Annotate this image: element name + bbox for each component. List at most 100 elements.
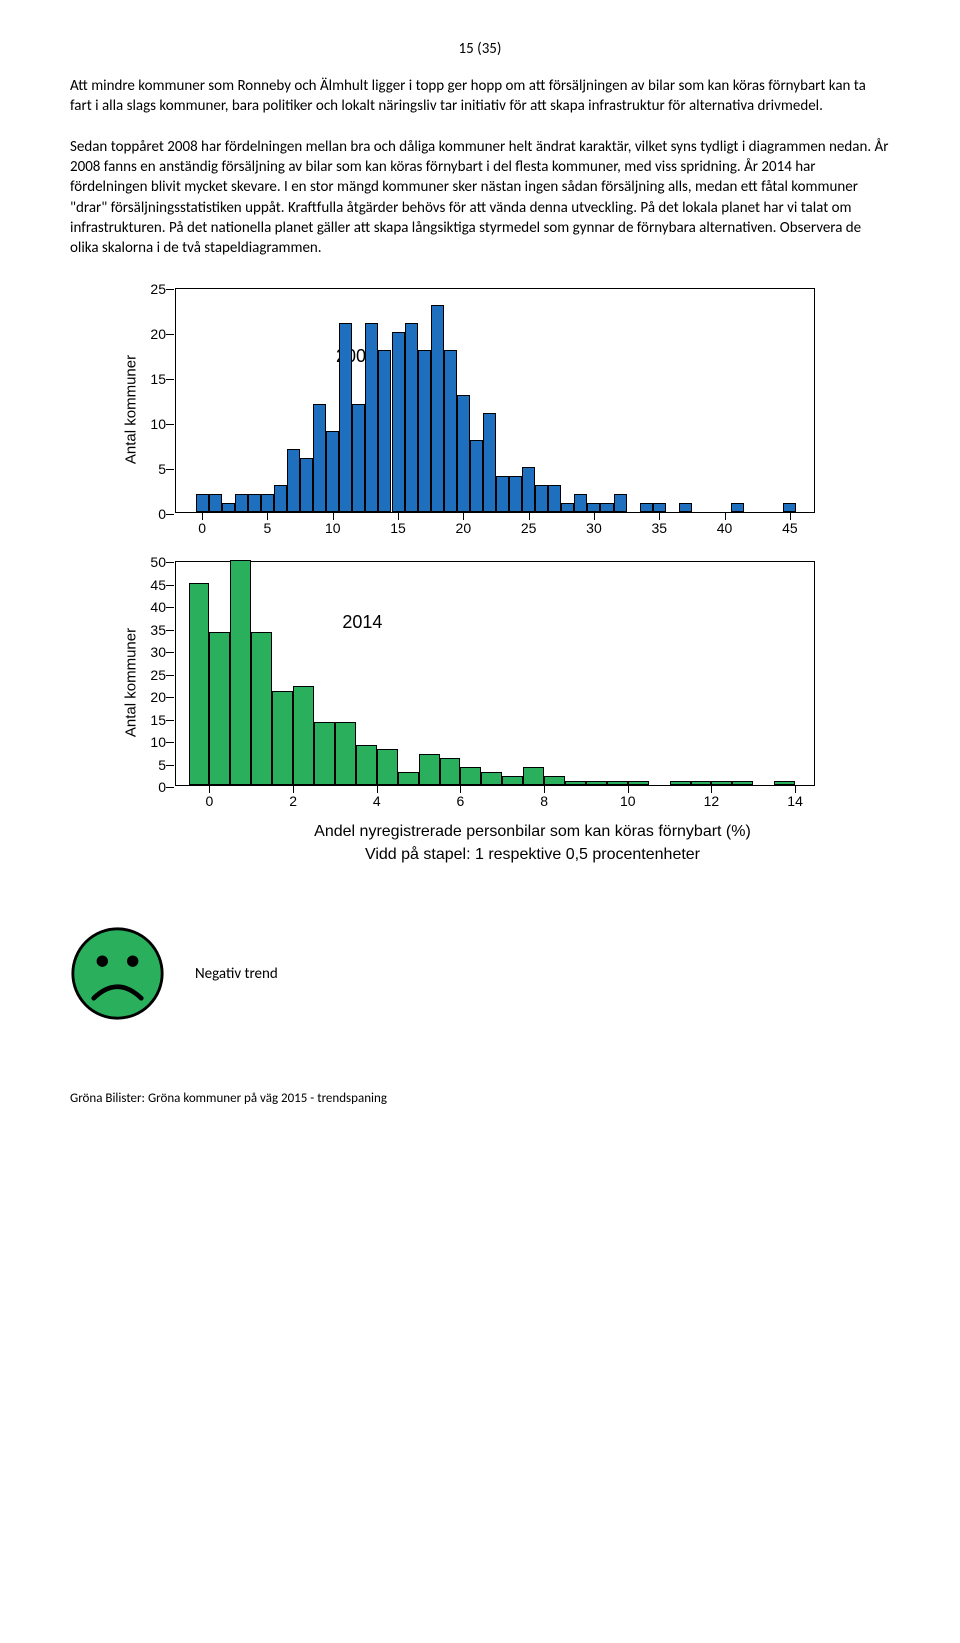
xtick-label: 10: [620, 793, 636, 809]
chart-bar: [313, 404, 326, 512]
chart-bar: [691, 781, 712, 786]
chart-bar: [711, 781, 732, 786]
chart-bar: [398, 772, 419, 786]
chart-bar: [356, 745, 377, 786]
chart-bar: [561, 503, 574, 512]
xtick-label: 0: [206, 793, 214, 809]
ytick-label: 10: [150, 416, 166, 432]
xtick-label: 6: [457, 793, 465, 809]
xtick-label: 25: [521, 520, 537, 536]
chart-bar: [235, 494, 248, 512]
ytick-label: 15: [150, 371, 166, 387]
ytick-label: 20: [150, 326, 166, 342]
xtick-label: 30: [586, 520, 602, 536]
chart-bar: [378, 350, 391, 512]
chart-bar: [783, 503, 796, 512]
chart-bar: [339, 323, 352, 512]
chart-2014: Antal kommuner 2014 05101520253035404550…: [175, 561, 815, 786]
xtick-label: 4: [373, 793, 381, 809]
chart-bar: [544, 776, 565, 785]
xtick-label: 14: [787, 793, 803, 809]
chart-2014-ylabel: Antal kommuner: [123, 628, 140, 737]
chart-bar: [335, 722, 356, 785]
chart-bar: [251, 632, 272, 785]
xtick-label: 10: [325, 520, 341, 536]
xtick-label: 40: [717, 520, 733, 536]
xtick-label: 20: [456, 520, 472, 536]
ytick-label: 0: [158, 779, 166, 795]
chart-bar: [670, 781, 691, 786]
chart-2008-ylabel: Antal kommuner: [123, 355, 140, 464]
chart-bar: [509, 476, 522, 512]
ytick-label: 35: [150, 622, 166, 638]
chart-2008: Antal kommuner 2008 05101520250510152025…: [175, 288, 815, 513]
page-number: 15 (35): [70, 40, 890, 58]
chart-bar: [470, 440, 483, 512]
chart-bar: [523, 767, 544, 785]
xtick-label: 12: [704, 793, 720, 809]
x-axis-title-line2: Vidd på stapel: 1 respektive 0,5 procent…: [365, 846, 700, 863]
xtick-label: 35: [651, 520, 667, 536]
chart-bar: [653, 503, 666, 512]
x-axis-title: Andel nyregistrerade personbilar som kan…: [175, 821, 890, 866]
chart-bar: [418, 350, 431, 512]
chart-bar: [222, 503, 235, 512]
xtick-label: 15: [390, 520, 406, 536]
chart-bar: [586, 781, 607, 786]
chart-bar: [481, 772, 502, 786]
chart-bar: [392, 332, 405, 512]
chart-bar: [587, 503, 600, 512]
chart-bar: [483, 413, 496, 512]
chart-bar: [230, 560, 251, 785]
trend-label: Negativ trend: [195, 965, 278, 983]
chart-bar: [444, 350, 457, 512]
xtick-label: 45: [782, 520, 798, 536]
chart-bar: [352, 404, 365, 512]
chart-bar: [326, 431, 339, 512]
ytick-label: 25: [150, 667, 166, 683]
chart-bar: [565, 781, 586, 786]
ytick-label: 5: [158, 461, 166, 477]
chart-bar: [731, 503, 744, 512]
chart-bar: [522, 467, 535, 512]
ytick-label: 5: [158, 757, 166, 773]
chart-bar: [314, 722, 335, 785]
ytick-label: 40: [150, 599, 166, 615]
page-footer: Gröna Bilister: Gröna kommuner på väg 20…: [70, 1091, 890, 1106]
chart-bar: [600, 503, 613, 512]
chart-bar: [261, 494, 274, 512]
xtick-label: 5: [264, 520, 272, 536]
xtick-label: 2: [289, 793, 297, 809]
chart-bar: [574, 494, 587, 512]
chart-bar: [774, 781, 795, 786]
ytick-label: 30: [150, 644, 166, 660]
ytick-label: 15: [150, 712, 166, 728]
chart-bar: [502, 776, 523, 785]
chart-bar: [535, 485, 548, 512]
chart-bar: [377, 749, 398, 785]
chart-bar: [460, 767, 481, 785]
ytick-label: 50: [150, 554, 166, 570]
trend-row: Negativ trend: [70, 926, 890, 1021]
chart-bar: [732, 781, 753, 786]
body-paragraph: Att mindre kommuner som Ronneby och Älmh…: [70, 76, 890, 258]
chart-bar: [440, 758, 461, 785]
chart-bar: [640, 503, 653, 512]
chart-bar: [248, 494, 261, 512]
chart-bar: [405, 323, 418, 512]
chart-bar: [274, 485, 287, 512]
ytick-label: 20: [150, 689, 166, 705]
chart-bar: [196, 494, 209, 512]
chart-bar: [189, 583, 210, 786]
chart-bar: [300, 458, 313, 512]
chart-bar: [419, 754, 440, 786]
chart-bar: [431, 305, 444, 512]
chart-bar: [209, 494, 222, 512]
chart-bar: [293, 686, 314, 785]
chart-bar: [607, 781, 628, 786]
charts-container: Antal kommuner 2008 05101520250510152025…: [120, 288, 890, 866]
x-axis-title-line1: Andel nyregistrerade personbilar som kan…: [314, 823, 751, 840]
chart-2014-annotation: 2014: [342, 612, 382, 633]
ytick-label: 45: [150, 577, 166, 593]
ytick-label: 0: [158, 506, 166, 522]
